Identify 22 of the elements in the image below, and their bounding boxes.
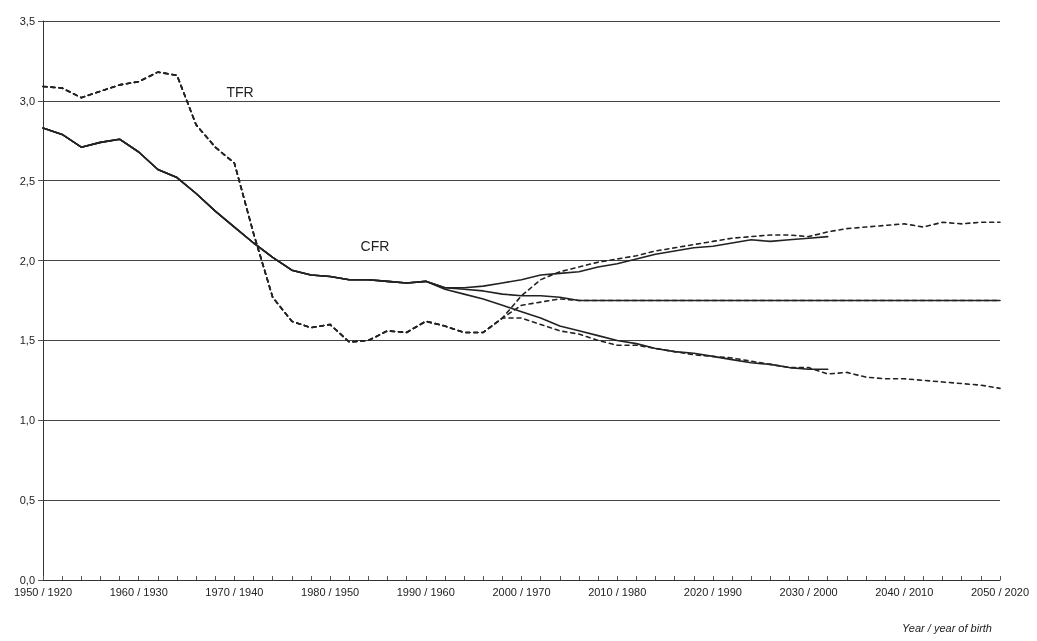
annotation: TFR bbox=[226, 84, 254, 100]
x-tick-label: 2000 / 1970 bbox=[492, 585, 551, 598]
y-tick-label: 1,5 bbox=[19, 334, 35, 347]
y-tick-label: 2,0 bbox=[19, 254, 35, 267]
y-tick-label: 3,5 bbox=[19, 15, 35, 27]
x-tick-label: 2030 / 2000 bbox=[779, 585, 838, 598]
x-tick-label: 2010 / 1980 bbox=[588, 585, 647, 598]
x-tick-label: 1970 / 1940 bbox=[205, 585, 264, 598]
x-tick-label: 1950 / 1920 bbox=[13, 585, 73, 598]
x-tick-label: 2040 / 2010 bbox=[875, 585, 934, 598]
x-tick-label: 2050 / 2020 bbox=[970, 585, 1030, 598]
y-tick-label: 3,0 bbox=[19, 94, 35, 107]
y-tick-label: 0,5 bbox=[19, 494, 35, 507]
y-tick-label: 2,5 bbox=[19, 174, 35, 187]
annotation: CFR bbox=[360, 238, 390, 254]
x-tick-label: 1990 / 1960 bbox=[396, 585, 455, 598]
y-tick-label: 1,0 bbox=[19, 414, 35, 427]
y-tick-label: 0,0 bbox=[19, 574, 35, 586]
x-axis-title: Year / year of birth bbox=[902, 621, 992, 634]
x-tick-label: 1960 / 1930 bbox=[109, 585, 168, 598]
x-tick-label: 1980 / 1950 bbox=[301, 585, 360, 598]
x-tick-label: 2020 / 1990 bbox=[683, 585, 742, 598]
